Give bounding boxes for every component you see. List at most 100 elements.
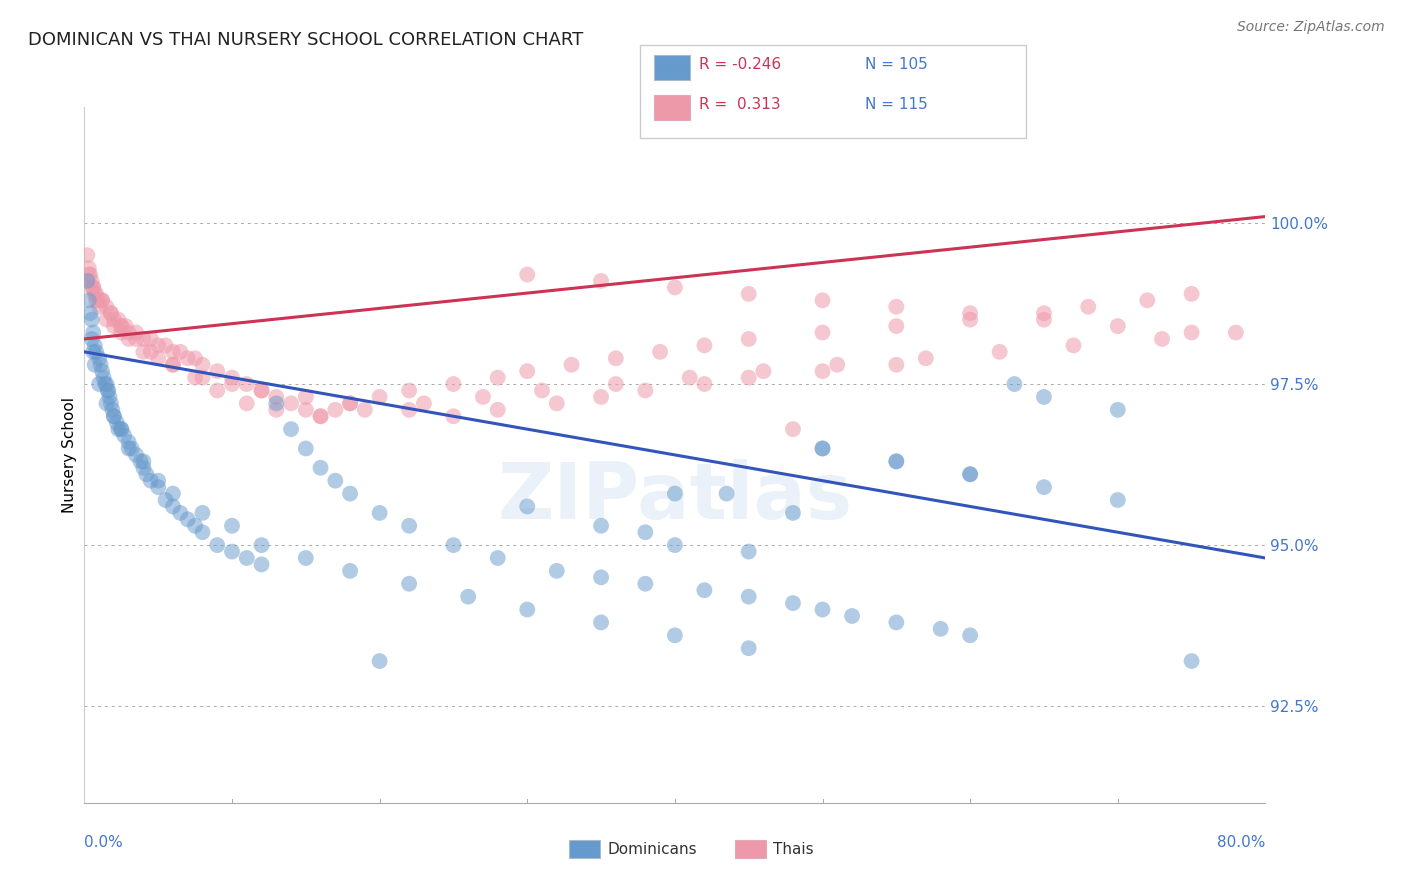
- Point: [738, 544, 761, 558]
- Point: [91, 293, 114, 308]
- Point: [295, 402, 318, 417]
- Point: [84, 293, 107, 308]
- Text: ZIPatlas: ZIPatlas: [498, 458, 852, 534]
- Point: [738, 286, 761, 301]
- Point: [782, 422, 804, 436]
- Point: [664, 628, 686, 642]
- Point: [77, 268, 100, 282]
- Point: [132, 460, 155, 475]
- Point: [634, 525, 657, 540]
- Point: [1107, 493, 1129, 508]
- Point: [1063, 338, 1085, 352]
- Point: [89, 293, 111, 308]
- Point: [162, 500, 184, 514]
- Point: [169, 506, 191, 520]
- Point: [89, 300, 111, 314]
- Point: [82, 326, 104, 340]
- Point: [309, 409, 332, 424]
- Point: [959, 312, 981, 326]
- Point: [398, 384, 420, 398]
- Point: [811, 293, 834, 308]
- Point: [486, 551, 509, 566]
- Point: [886, 319, 908, 334]
- Point: [110, 326, 132, 340]
- Point: [782, 596, 804, 610]
- Point: [738, 590, 761, 604]
- Text: N = 105: N = 105: [865, 57, 928, 71]
- Point: [191, 506, 214, 520]
- Point: [782, 506, 804, 520]
- Point: [339, 486, 361, 500]
- Point: [827, 358, 849, 372]
- Point: [236, 377, 259, 392]
- Point: [886, 615, 908, 630]
- Point: [84, 344, 107, 359]
- Point: [648, 344, 672, 359]
- Y-axis label: Nursery School: Nursery School: [62, 397, 77, 513]
- Point: [1107, 319, 1129, 334]
- Point: [295, 390, 318, 404]
- Text: R = -0.246: R = -0.246: [699, 57, 780, 71]
- Text: 80.0%: 80.0%: [1218, 835, 1265, 850]
- Point: [811, 442, 834, 456]
- Point: [693, 583, 716, 598]
- Point: [93, 370, 115, 384]
- Point: [339, 396, 361, 410]
- Point: [323, 474, 347, 488]
- Point: [398, 518, 420, 533]
- Point: [100, 306, 122, 320]
- Point: [368, 390, 391, 404]
- Point: [132, 344, 155, 359]
- Point: [309, 409, 332, 424]
- Point: [959, 467, 981, 482]
- Point: [250, 384, 273, 398]
- Text: Thais: Thais: [773, 842, 814, 856]
- Point: [591, 518, 613, 533]
- Point: [162, 344, 184, 359]
- Point: [89, 351, 111, 366]
- Point: [139, 474, 162, 488]
- Point: [236, 396, 259, 410]
- Point: [162, 358, 184, 372]
- Point: [546, 564, 568, 578]
- Point: [97, 384, 120, 398]
- Point: [107, 312, 129, 326]
- Point: [486, 370, 509, 384]
- Point: [132, 332, 155, 346]
- Point: [398, 576, 420, 591]
- Point: [121, 442, 143, 456]
- Point: [264, 390, 288, 404]
- Point: [118, 326, 141, 340]
- Point: [76, 274, 98, 288]
- Point: [591, 615, 613, 630]
- Point: [80, 312, 103, 326]
- Point: [738, 641, 761, 656]
- Point: [191, 358, 214, 372]
- Point: [162, 486, 184, 500]
- Point: [96, 312, 118, 326]
- Point: [486, 402, 509, 417]
- Point: [205, 538, 228, 552]
- Point: [103, 409, 125, 424]
- Point: [693, 377, 716, 392]
- Point: [441, 409, 464, 424]
- Point: [441, 377, 464, 392]
- Point: [191, 370, 214, 384]
- Text: Source: ZipAtlas.com: Source: ZipAtlas.com: [1237, 20, 1385, 34]
- Point: [80, 274, 103, 288]
- Point: [1077, 300, 1099, 314]
- Point: [139, 332, 162, 346]
- Point: [169, 344, 191, 359]
- Point: [91, 293, 114, 308]
- Point: [221, 518, 243, 533]
- Point: [148, 351, 170, 366]
- Point: [125, 332, 148, 346]
- Point: [250, 384, 273, 398]
- Point: [97, 384, 120, 398]
- Point: [886, 454, 908, 468]
- Point: [516, 268, 538, 282]
- Point: [221, 544, 243, 558]
- Point: [752, 364, 775, 378]
- Point: [236, 551, 259, 566]
- Point: [738, 332, 761, 346]
